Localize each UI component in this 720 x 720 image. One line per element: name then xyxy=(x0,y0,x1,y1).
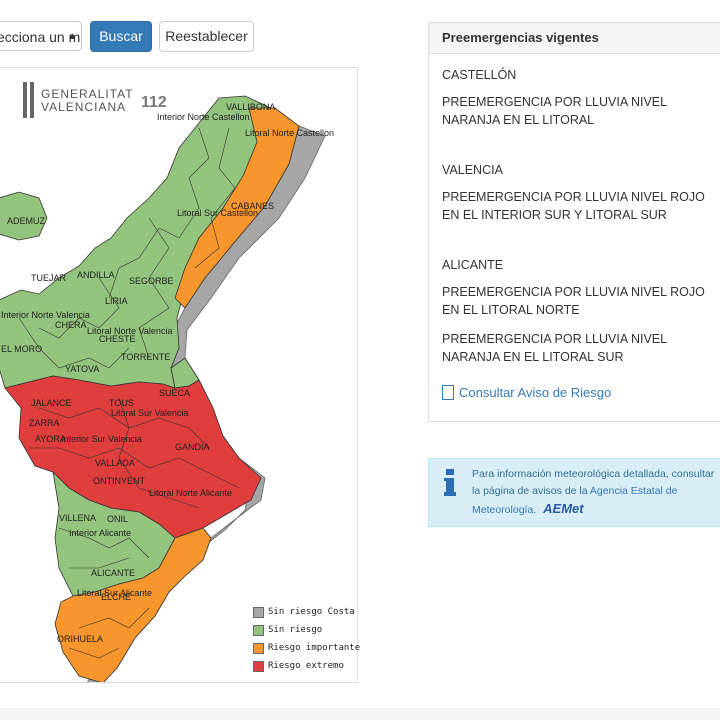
map-label: CHERA xyxy=(55,320,87,330)
legend-label: Riesgo extremo xyxy=(268,661,344,671)
map-label: Litoral Sur Alicante xyxy=(77,588,153,598)
map-label: JALANCE xyxy=(31,398,72,408)
map-label: SEGORBE xyxy=(129,276,174,286)
legend-row: Sin riesgo Costa xyxy=(253,603,360,621)
map-label: ZARRA xyxy=(29,418,60,428)
map-label: Litoral Norte Valencia xyxy=(87,326,173,336)
warning-text: PREEMERGENCIA POR LLUVIA NIVEL ROJO EN E… xyxy=(442,285,705,317)
map-label: Litoral Norte Castellon xyxy=(245,128,335,138)
warning-text: PREEMERGENCIA POR LLUVIA NIVEL NARANJA E… xyxy=(442,332,667,364)
municipality-select[interactable]: ecciona un m ▲ xyxy=(0,21,82,51)
map-label: Interior Alicante xyxy=(69,528,132,538)
map-label: VALLIBONA xyxy=(226,102,276,112)
map-svg xyxy=(0,95,326,682)
province-block: ALICANTE PREEMERGENCIA POR LLUVIA NIVEL … xyxy=(442,258,720,366)
legend-row: Riesgo importante xyxy=(253,639,360,657)
map-label: ONTINYENT xyxy=(93,476,146,486)
region-ademuz xyxy=(0,191,48,241)
province-name: VALENCIA xyxy=(442,163,503,177)
generalitat-logo: GENERALITAT VALENCIANA xyxy=(21,80,133,122)
map-label: VILLENA xyxy=(59,513,97,523)
map-label: ONIL xyxy=(107,514,129,524)
select-arrows-icon: ▲ xyxy=(67,31,77,42)
region-litoral-castellon xyxy=(174,107,300,309)
map-label: YATOVA xyxy=(65,364,100,374)
logo-text-2: VALENCIANA xyxy=(41,100,127,114)
map-label: Litoral Sur Valencia xyxy=(111,408,189,418)
aemet-logo: AEMet xyxy=(543,501,584,516)
municipal-borders xyxy=(18,127,240,659)
pdf-icon xyxy=(442,385,454,400)
emergency-112-logo: 112 xyxy=(141,94,167,111)
map-label: TUEJAR xyxy=(31,273,67,283)
warning-text: PREEMERGENCIA POR LLUVIA NIVEL ROJO EN E… xyxy=(442,190,705,222)
aemet-info-box: Para información meteorológica detallada… xyxy=(428,458,720,527)
search-button[interactable]: Buscar xyxy=(90,21,152,52)
map-label: GANDIA xyxy=(175,442,210,452)
region-litoral-sur-alicante xyxy=(54,527,212,682)
generalitat-emblem-icon xyxy=(23,82,34,118)
map-label: EL MORO xyxy=(1,344,43,354)
footer-band xyxy=(0,708,720,720)
legend-swatch xyxy=(253,660,264,672)
legend-label: Sin riesgo xyxy=(268,625,323,635)
risk-map: GENERALITAT VALENCIANA 112 VALLIBONA Int… xyxy=(0,67,358,683)
legend-row: Sin riesgo xyxy=(253,621,360,639)
info-text: Para información meteorológica detallada… xyxy=(472,466,720,519)
risk-report-link[interactable]: Consultar Aviso de Riesgo xyxy=(442,385,720,400)
map-label: Interior Norte Castellon xyxy=(157,112,250,122)
map-label: ORIHUELA xyxy=(57,634,104,644)
map-label: TORRENTE xyxy=(121,352,171,362)
map-legend: Sin riesgo Costa Sin riesgo Riesgo impor… xyxy=(253,603,360,675)
legend-label: Sin riesgo Costa xyxy=(268,607,355,617)
map-label: Litoral Sur Castellon xyxy=(177,208,259,218)
map-label: LIRIA xyxy=(105,296,128,306)
province-block: VALENCIA PREEMERGENCIA POR LLUVIA NIVEL … xyxy=(442,163,720,224)
map-label: ANDILLA xyxy=(77,270,115,280)
province-block: CASTELLÓN PREEMERGENCIA POR LLUVIA NIVEL… xyxy=(442,68,720,129)
risk-report-link-label: Consultar Aviso de Riesgo xyxy=(459,385,612,400)
map-label: VALLADA xyxy=(95,458,135,468)
province-name: ALICANTE xyxy=(442,258,504,272)
logo-text-1: GENERALITAT xyxy=(41,87,134,101)
map-label: TOUS xyxy=(109,398,134,408)
map-label: CHESTE xyxy=(99,334,136,344)
map-label: AYORA xyxy=(35,434,66,444)
info-text-after: . xyxy=(533,504,537,516)
municipality-select-value: ecciona un m xyxy=(0,29,81,45)
province-name: CASTELLÓN xyxy=(442,68,517,82)
aemet-link[interactable]: Agencia Estatal de Meteorología xyxy=(472,485,678,516)
map-label: ADEMUZ xyxy=(7,216,45,226)
warning-text: PREEMERGENCIA POR LLUVIA NIVEL NARANJA E… xyxy=(442,95,667,127)
info-icon xyxy=(444,469,456,496)
legend-swatch xyxy=(253,606,264,618)
reset-button[interactable]: Reestablecer xyxy=(159,21,254,52)
map-label: ELCHE xyxy=(101,592,132,602)
panel-title: Preemergencias vigentes xyxy=(429,23,720,54)
map-label: Interior Sur Valencia xyxy=(61,434,142,444)
map-label: Litoral Norte Alicante xyxy=(149,488,233,498)
map-label: SUECA xyxy=(159,388,191,398)
map-label: ALICANTE xyxy=(91,568,136,578)
legend-swatch xyxy=(253,642,264,654)
map-label: Interior Norte Valencia xyxy=(1,310,90,320)
preemergency-panel: Preemergencias vigentes CASTELLÓN PREEME… xyxy=(428,22,720,422)
info-text-before: Para información meteorológica detallada… xyxy=(472,468,715,497)
legend-label: Riesgo importante xyxy=(268,643,361,653)
legend-row: Riesgo extremo xyxy=(253,657,360,675)
legend-swatch xyxy=(253,624,264,636)
map-label: CABANES xyxy=(231,201,275,211)
